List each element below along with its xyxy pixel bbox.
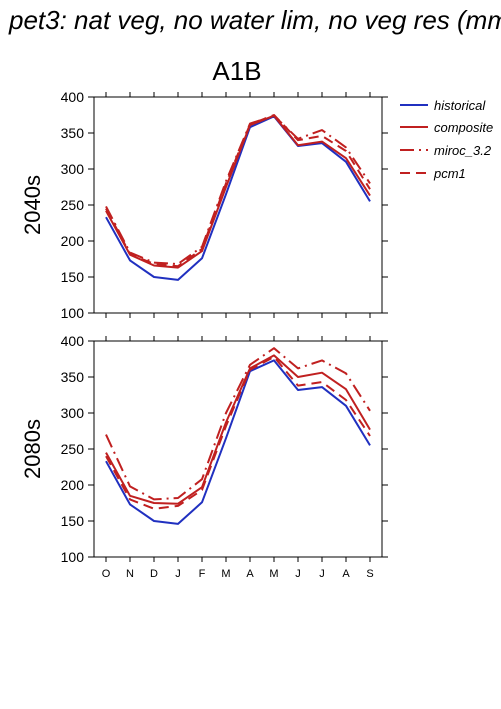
x-tick-label: J — [319, 568, 325, 580]
series-line-historical — [105, 359, 371, 525]
x-tick-label: D — [150, 568, 158, 580]
legend-label-composite: composite — [434, 120, 493, 135]
x-tick-label: N — [126, 568, 134, 580]
y-tick-label: 250 — [61, 197, 85, 213]
x-tick-label: J — [295, 568, 301, 580]
row-label-2040s: 2040s — [20, 175, 45, 235]
row-label-2080s: 2080s — [20, 419, 45, 479]
x-tick-label: O — [102, 568, 111, 580]
x-tick-label: F — [199, 568, 206, 580]
y-tick-label: 300 — [61, 161, 85, 177]
y-tick-label: 300 — [61, 405, 85, 421]
series-line-composite — [105, 114, 371, 269]
y-tick-label: 400 — [61, 333, 85, 349]
y-tick-label: 400 — [61, 89, 85, 105]
legend-label-miroc: miroc_3.2 — [434, 143, 492, 158]
plot-frame — [93, 340, 383, 558]
series-line-pcm1 — [105, 114, 371, 268]
figure-title: pet3: nat veg, no water lim, no veg res … — [8, 5, 501, 35]
panel-2080s: 2080s 100 150 200 250 300 350 400 O N D J F M A M J J A S — [20, 333, 388, 580]
x-tick-label: S — [366, 568, 373, 580]
y-tick-label: 200 — [61, 477, 85, 493]
x-tick-label: M — [269, 568, 278, 580]
legend: historical composite miroc_3.2 pcm1 — [400, 98, 493, 181]
x-tick-label: J — [175, 568, 181, 580]
series-line-pcm1 — [105, 355, 371, 510]
legend-label-historical: historical — [434, 98, 486, 113]
series-line-composite — [105, 354, 371, 505]
y-tick-label: 200 — [61, 233, 85, 249]
plot-frame — [93, 96, 383, 314]
series-line-miroc-3-2 — [105, 347, 371, 501]
y-tick-label: 150 — [61, 513, 85, 529]
y-tick-label: 100 — [61, 305, 85, 321]
y-tick-label: 350 — [61, 369, 85, 385]
x-tick-label: A — [246, 568, 254, 580]
scenario-label: A1B — [212, 56, 261, 86]
x-tick-label: M — [221, 568, 230, 580]
series-line-miroc-3-2 — [105, 114, 371, 265]
legend-label-pcm1: pcm1 — [433, 166, 466, 181]
x-tick-label: A — [342, 568, 350, 580]
y-tick-label: 150 — [61, 269, 85, 285]
series-line-historical — [105, 115, 371, 281]
y-tick-label: 100 — [61, 549, 85, 565]
panel-2040s: 2040s 100 150 200 250 300 350 400 — [20, 89, 388, 321]
y-tick-label: 350 — [61, 125, 85, 141]
y-tick-label: 250 — [61, 441, 85, 457]
